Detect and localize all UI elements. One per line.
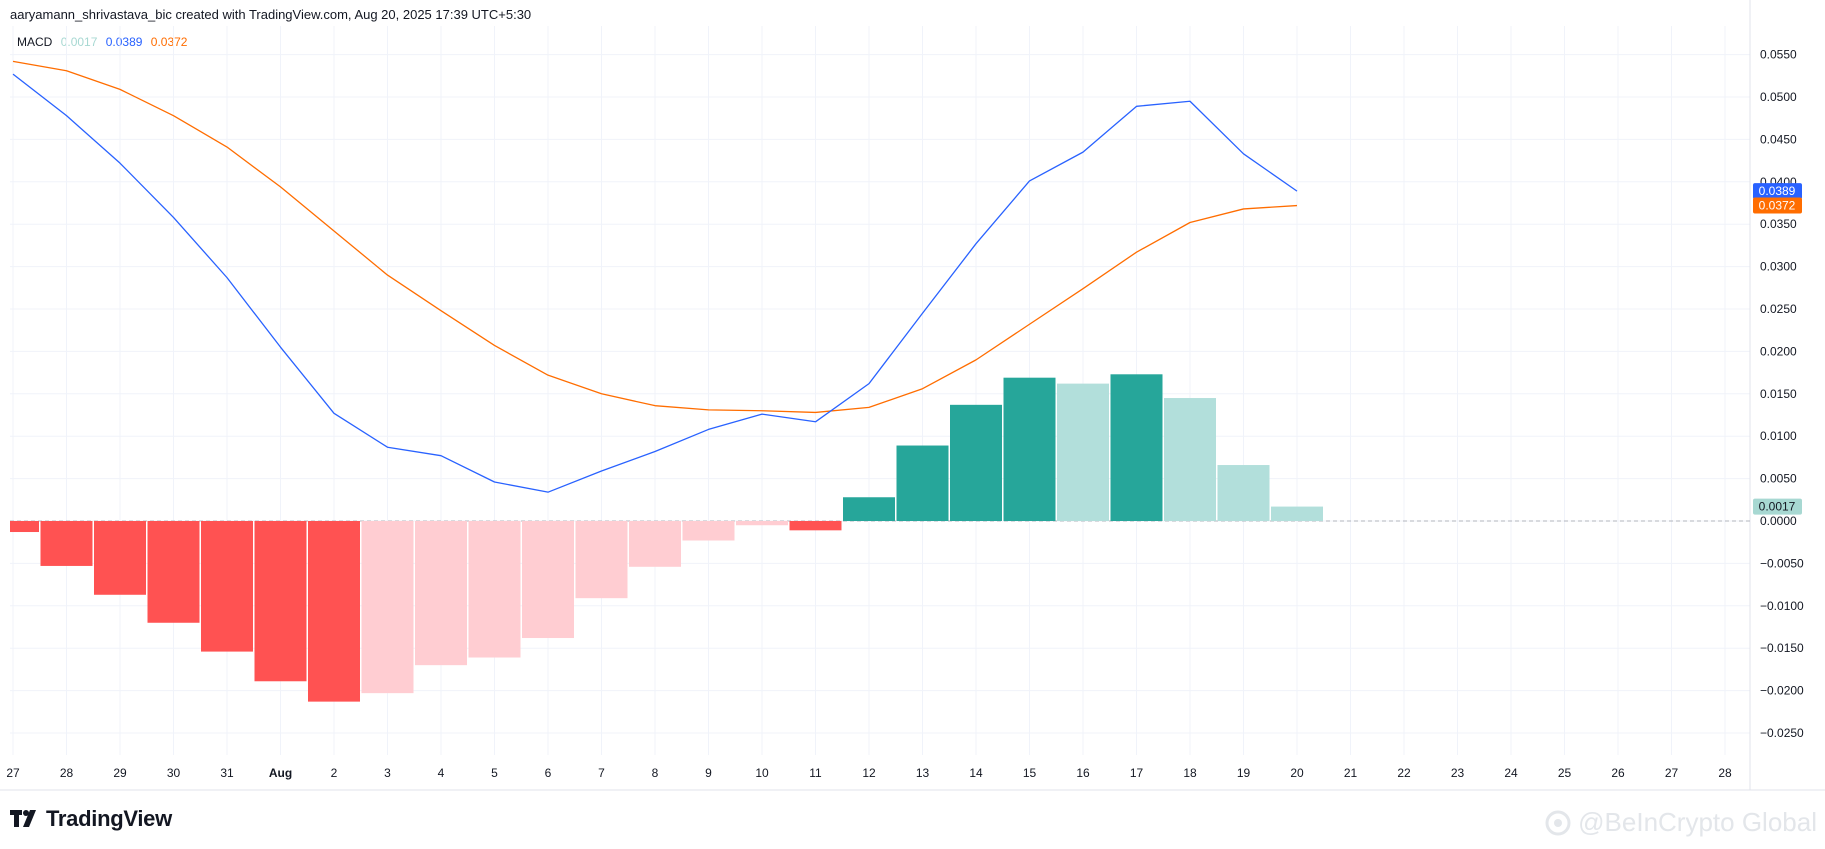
histogram-bar xyxy=(361,521,414,694)
x-tick-label: 3 xyxy=(384,766,391,780)
histogram-bar xyxy=(896,445,949,521)
histogram-bar xyxy=(575,521,628,599)
x-tick-label: 30 xyxy=(167,766,181,780)
x-tick-label: 28 xyxy=(1718,766,1732,780)
x-tick-label: 4 xyxy=(438,766,445,780)
histogram-bar xyxy=(1003,377,1056,521)
histogram-bar xyxy=(1110,374,1163,521)
price-label-box xyxy=(1753,498,1802,515)
x-tick-label: 27 xyxy=(6,766,20,780)
indicator-legend[interactable]: MACD 0.0017 0.0389 0.0372 xyxy=(17,35,192,49)
histogram-bar xyxy=(1217,465,1270,521)
x-tick-label: 13 xyxy=(916,766,930,780)
x-tick-label: 7 xyxy=(598,766,605,780)
histogram-bar xyxy=(522,521,574,639)
legend-histogram-value: 0.0017 xyxy=(60,35,98,49)
legend-signal-value: 0.0372 xyxy=(150,35,188,49)
y-tick-label: −0.0250 xyxy=(1760,726,1804,740)
tradingview-brand[interactable]: TradingView xyxy=(10,806,172,832)
y-tick-label: 0.0200 xyxy=(1760,344,1797,358)
x-tick-label: 25 xyxy=(1558,766,1572,780)
histogram-bar xyxy=(468,521,521,658)
x-tick-label: 24 xyxy=(1504,766,1518,780)
histogram-bar xyxy=(736,521,788,526)
histogram-bar xyxy=(843,497,895,521)
x-tick-label: 8 xyxy=(652,766,659,780)
y-tick-label: 0.0000 xyxy=(1760,514,1797,528)
x-tick-label: 5 xyxy=(491,766,498,780)
x-tick-label: Aug xyxy=(269,766,292,780)
histogram-bar xyxy=(415,521,467,666)
beincrypto-logo-icon xyxy=(1545,810,1571,835)
price-label-box xyxy=(1753,183,1802,200)
histogram-bar xyxy=(94,521,146,595)
y-tick-label: −0.0200 xyxy=(1760,684,1804,698)
x-tick-label: 29 xyxy=(113,766,127,780)
histogram-bar xyxy=(1164,398,1216,521)
y-tick-label: 0.0150 xyxy=(1760,387,1797,401)
x-tick-label: 2 xyxy=(331,766,338,780)
price-label-text: 0.0372 xyxy=(1759,199,1796,213)
x-tick-label: 14 xyxy=(969,766,983,780)
y-tick-label: 0.0450 xyxy=(1760,132,1797,146)
x-tick-label: 12 xyxy=(862,766,876,780)
x-tick-label: 6 xyxy=(545,766,552,780)
histogram-bar xyxy=(950,404,1002,521)
price-label-text: 0.0017 xyxy=(1759,500,1796,514)
histogram-bar xyxy=(629,521,681,567)
legend-macd-value: 0.0389 xyxy=(105,35,143,49)
watermark-text: @BeInCrypto Global xyxy=(1578,807,1817,837)
x-tick-label: 16 xyxy=(1076,766,1090,780)
histogram-bar xyxy=(254,521,307,682)
x-tick-label: 23 xyxy=(1451,766,1465,780)
x-tick-label: 28 xyxy=(60,766,74,780)
x-tick-label: 17 xyxy=(1130,766,1144,780)
y-tick-label: 0.0350 xyxy=(1760,217,1797,231)
histogram-bar xyxy=(201,521,253,652)
y-tick-label: 0.0050 xyxy=(1760,472,1797,486)
x-tick-label: 10 xyxy=(755,766,769,780)
x-tick-label: 11 xyxy=(809,766,822,780)
brand-name: TradingView xyxy=(46,806,172,831)
tradingview-logo-icon xyxy=(10,810,36,827)
y-tick-label: 0.0250 xyxy=(1760,302,1797,316)
histogram-bar xyxy=(682,521,735,541)
y-tick-label: 0.0100 xyxy=(1760,429,1797,443)
y-tick-label: 0.0300 xyxy=(1760,260,1797,274)
signal-line xyxy=(12,60,1298,414)
histogram-bar xyxy=(1271,506,1323,521)
price-label-text: 0.0389 xyxy=(1759,184,1796,198)
x-tick-label: 31 xyxy=(220,766,234,780)
y-tick-label: −0.0050 xyxy=(1760,556,1804,570)
x-tick-label: 20 xyxy=(1290,766,1304,780)
histogram-bar xyxy=(308,521,360,702)
watermark: @BeInCrypto Global xyxy=(1544,807,1817,838)
x-tick-label: 19 xyxy=(1237,766,1251,780)
histogram-bar xyxy=(1057,383,1109,521)
legend-label: MACD xyxy=(17,35,53,49)
price-label-box xyxy=(1753,197,1802,214)
x-tick-label: 26 xyxy=(1611,766,1625,780)
histogram-bar xyxy=(789,521,842,531)
x-tick-label: 9 xyxy=(705,766,712,780)
x-tick-label: 22 xyxy=(1397,766,1411,780)
x-tick-label: 15 xyxy=(1023,766,1037,780)
y-tick-label: −0.0100 xyxy=(1760,599,1804,613)
chart-credit: aaryamann_shrivastava_bic created with T… xyxy=(10,7,532,22)
y-tick-label: 0.0500 xyxy=(1760,90,1797,104)
histogram-bar xyxy=(147,521,200,623)
x-tick-label: 21 xyxy=(1344,766,1358,780)
x-tick-label: 18 xyxy=(1183,766,1197,780)
y-tick-label: 0.0550 xyxy=(1760,48,1797,62)
histogram-bar xyxy=(10,521,39,533)
macd-line xyxy=(12,73,1298,493)
histogram-bar xyxy=(40,521,93,566)
x-tick-label: 27 xyxy=(1665,766,1679,780)
y-tick-label: −0.0150 xyxy=(1760,641,1804,655)
